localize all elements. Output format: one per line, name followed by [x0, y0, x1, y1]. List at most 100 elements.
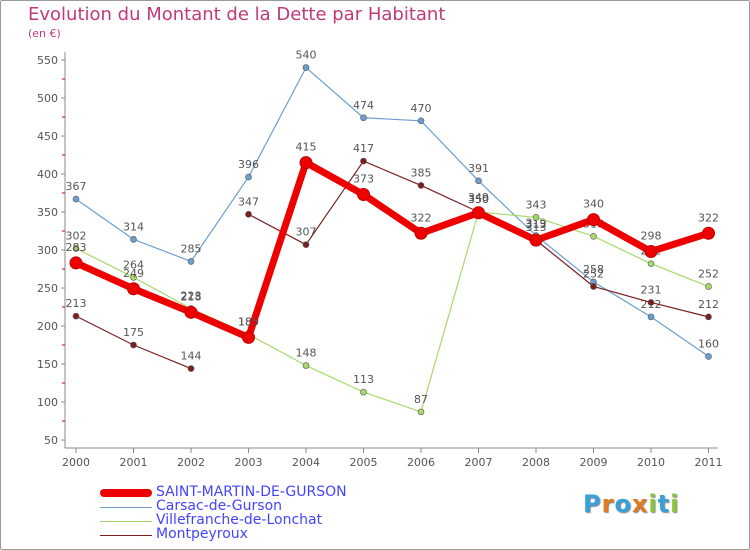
- data-label: 367: [66, 180, 87, 193]
- data-point: [417, 182, 425, 189]
- data-label: 258: [583, 263, 604, 276]
- data-label: 307: [296, 226, 317, 239]
- data-label: 350: [468, 193, 489, 206]
- data-point: [532, 214, 540, 221]
- data-label: 175: [123, 326, 144, 339]
- data-point: [302, 241, 310, 248]
- series-line: [247, 160, 710, 318]
- legend-label: Montpeyroux: [156, 526, 248, 542]
- data-label: 148: [296, 347, 317, 360]
- data-label: 415: [296, 141, 317, 154]
- data-label: 322: [411, 211, 432, 224]
- data-label: 347: [238, 195, 259, 208]
- data-point: [475, 177, 482, 185]
- data-point: [299, 156, 313, 170]
- data-point: [242, 330, 255, 344]
- data-point: [72, 312, 80, 320]
- data-point: [72, 195, 80, 203]
- data-label: 417: [353, 142, 374, 155]
- data-label: 160: [698, 337, 719, 350]
- legend: SAINT-MARTIN-DE-GURSON Carsac-de-Gurson …: [100, 484, 400, 542]
- data-label: 313: [526, 218, 547, 231]
- logo-letter: i: [648, 490, 658, 518]
- data-label: 385: [411, 166, 432, 179]
- data-point: [357, 188, 370, 202]
- data-label: 298: [641, 230, 662, 243]
- data-label: 218: [181, 290, 202, 303]
- x-tick-label: 2003: [235, 456, 263, 469]
- data-point: [702, 226, 715, 240]
- data-point: [302, 64, 310, 71]
- data-point: [72, 245, 80, 252]
- legend-swatch: [100, 507, 152, 508]
- y-tick-label: 200: [37, 320, 58, 333]
- y-tick-label: 300: [37, 244, 58, 257]
- data-point: [360, 388, 367, 396]
- y-tick-label: 500: [37, 92, 58, 105]
- data-point: [184, 305, 198, 319]
- data-label: 302: [66, 229, 87, 242]
- data-label: 319: [526, 217, 547, 230]
- data-point: [644, 245, 658, 259]
- data-point: [647, 260, 655, 267]
- data-point: [69, 256, 83, 270]
- legend-swatch: [100, 489, 152, 497]
- data-point: [472, 206, 485, 220]
- x-tick-label: 2000: [62, 456, 90, 469]
- data-label: 470: [411, 102, 432, 115]
- data-point: [127, 282, 140, 296]
- data-point: [130, 341, 137, 349]
- legend-label: SAINT-MARTIN-DE-GURSON: [156, 484, 347, 500]
- data-point: [130, 236, 137, 243]
- logo-letter: t: [657, 490, 671, 518]
- data-point: [187, 258, 195, 265]
- data-point: [647, 299, 655, 306]
- x-tick-label: 2009: [580, 456, 608, 469]
- line-chart: 50 100 150 200 250 300 350 400 450 500 550 2000 2001…: [37, 49, 723, 469]
- data-label: 474: [353, 99, 374, 112]
- data-label: 349: [468, 191, 489, 204]
- data-label: 314: [123, 220, 144, 233]
- data-point: [705, 313, 712, 321]
- data-point: [590, 283, 597, 290]
- x-tick-label: 2005: [350, 456, 378, 469]
- data-label: 144: [181, 350, 202, 363]
- data-label: 252: [698, 267, 719, 280]
- data-label: 340: [583, 198, 604, 211]
- logo-letter: x: [631, 490, 649, 518]
- legend-item-carsac: Carsac-de-Gurson: [100, 498, 400, 514]
- data-point: [360, 157, 367, 165]
- data-label: 350: [468, 193, 489, 206]
- legend-item-villefranche: Villefranche-de-Lonchat: [100, 512, 400, 528]
- chart-title: Evolution du Montant de la Dette par Hab…: [28, 4, 446, 25]
- legend-label: Villefranche-de-Lonchat: [156, 512, 323, 528]
- y-tick-label: 250: [37, 282, 58, 295]
- x-tick-label: 2002: [177, 456, 205, 469]
- data-label: 313: [526, 221, 547, 234]
- data-point: [705, 353, 712, 360]
- data-label: 373: [353, 173, 374, 186]
- data-point: [590, 233, 597, 240]
- series-line: [75, 66, 710, 357]
- x-tick-label: 2001: [120, 456, 148, 469]
- data-point: [647, 313, 655, 321]
- y-tick-label: 550: [37, 54, 58, 67]
- data-label: 87: [414, 393, 428, 406]
- data-label: 264: [123, 258, 144, 271]
- data-point: [705, 283, 712, 290]
- data-point: [360, 114, 367, 122]
- data-label: 391: [468, 162, 489, 175]
- data-label: 343: [526, 198, 547, 211]
- data-label: 223: [181, 290, 202, 303]
- series-line: [75, 211, 710, 413]
- y-tick-label: 450: [37, 130, 58, 143]
- data-label: 283: [66, 241, 87, 254]
- y-tick-label: 50: [44, 434, 58, 447]
- data-point: [245, 210, 252, 218]
- data-label: 396: [238, 158, 259, 171]
- data-label: 231: [641, 283, 662, 296]
- data-point: [187, 365, 195, 372]
- data-label: 113: [353, 373, 374, 386]
- data-label: 212: [698, 298, 719, 311]
- legend-swatch: [100, 521, 152, 522]
